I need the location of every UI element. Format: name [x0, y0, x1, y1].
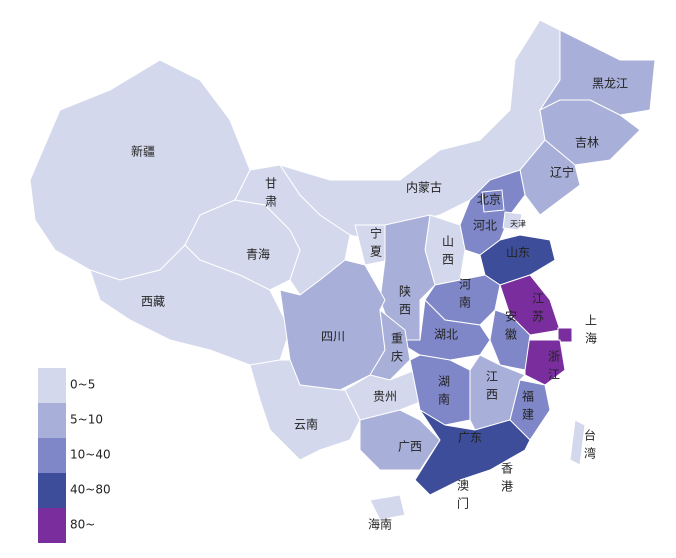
- region-label: 内蒙古: [406, 180, 442, 195]
- region-label: 北京: [477, 193, 501, 207]
- region-label: 甘肃: [264, 177, 278, 213]
- legend-label: 80~: [70, 518, 95, 532]
- region: [414, 409, 531, 496]
- region-label: 山东: [506, 246, 530, 260]
- region-label: 上海: [584, 314, 598, 350]
- region-label: 安徽: [504, 309, 518, 346]
- region: [481, 189, 505, 213]
- region-label: 台湾: [583, 428, 597, 465]
- region-label: 青海: [246, 247, 270, 262]
- region: [278, 19, 561, 241]
- region-label: 天津: [510, 219, 526, 229]
- region-label: 河南: [458, 278, 472, 314]
- region: [359, 409, 441, 471]
- legend-label: 5~10: [70, 413, 103, 427]
- region: [502, 211, 523, 231]
- region-label: 山西: [441, 235, 455, 271]
- region: [569, 419, 586, 466]
- region-label: 湖南: [437, 374, 451, 411]
- region-label: 江苏: [531, 292, 545, 328]
- region-label: 四川: [321, 330, 345, 344]
- region: [557, 327, 573, 343]
- legend-label: 40~80: [70, 483, 111, 497]
- region-label: 贵州: [373, 390, 397, 404]
- region-label: 香港: [500, 462, 514, 498]
- region-label: 宁夏: [369, 226, 383, 263]
- region-label: 广东: [458, 431, 482, 445]
- region-label: 河北: [473, 219, 497, 233]
- region-label: 新疆: [131, 144, 155, 159]
- region-label: 澳门: [456, 479, 470, 515]
- legend-label: 10~40: [70, 448, 111, 462]
- region-label: 重庆: [390, 332, 404, 368]
- region: [379, 214, 436, 341]
- legend-swatch: [38, 473, 66, 508]
- region-label: 海南: [368, 517, 392, 532]
- legend-label: 0~5: [70, 378, 95, 392]
- legend-swatch: [38, 403, 66, 438]
- region-label: 湖北: [434, 327, 458, 342]
- region-label: 辽宁: [550, 165, 574, 180]
- region-label: 陕西: [398, 284, 412, 321]
- legend-swatch: [38, 368, 66, 403]
- region-label: 黑龙江: [592, 77, 628, 91]
- region-label: 福建: [521, 389, 535, 426]
- region: [369, 494, 406, 521]
- region-label: 吉林: [575, 136, 599, 150]
- legend-swatch: [38, 438, 66, 473]
- region-label: 西藏: [141, 295, 165, 309]
- region-label: 广西: [398, 440, 422, 454]
- region-label: 浙江: [547, 350, 561, 386]
- legend-swatch: [38, 508, 66, 543]
- region-label: 云南: [294, 417, 318, 432]
- region-label: 江西: [485, 370, 499, 406]
